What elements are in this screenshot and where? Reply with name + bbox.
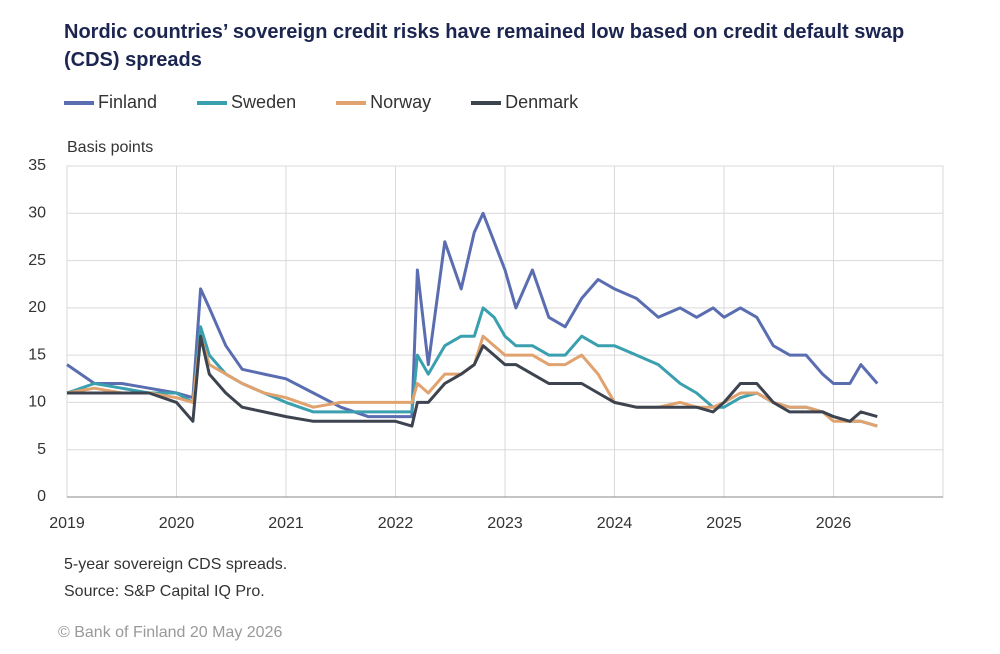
y-tick-label: 15 <box>28 346 46 363</box>
legend-item: Finland <box>64 92 157 113</box>
y-axis-label: Basis points <box>67 139 153 156</box>
legend-item: Denmark <box>471 92 578 113</box>
legend-label: Denmark <box>505 92 579 112</box>
x-tick-label: 2021 <box>268 515 304 532</box>
series-line <box>66 334 878 428</box>
y-tick-label: 10 <box>28 394 46 411</box>
legend-swatch <box>197 100 228 105</box>
x-tick-label: 2022 <box>378 515 414 532</box>
chart-title: Nordic countries’ sovereign credit risks… <box>64 21 905 71</box>
copyright: © Bank of Finland 20 May 2026 <box>58 624 283 641</box>
legend: Finland Sweden Norway Denmark <box>64 92 618 113</box>
legend-label: Finland <box>98 92 158 112</box>
source: Source: S&P Capital IQ Pro. <box>64 583 265 600</box>
legend-swatch <box>471 100 502 105</box>
x-tick-label: 2023 <box>487 515 523 532</box>
legend-item: Norway <box>336 92 431 113</box>
x-tick-label: 2025 <box>706 515 742 532</box>
y-tick-label: 20 <box>28 299 46 316</box>
series-line <box>66 211 879 419</box>
y-tick-label: 5 <box>37 441 46 458</box>
x-tick-label: 2026 <box>816 515 852 532</box>
x-tick-label: 2019 <box>49 515 85 532</box>
series-line <box>67 334 878 428</box>
x-tick-label: 2024 <box>597 515 633 532</box>
note: 5-year sovereign CDS spreads. <box>64 556 288 573</box>
y-tick-label: 30 <box>28 205 46 222</box>
x-tick-label: 2020 <box>159 515 195 532</box>
y-tick-label: 0 <box>37 488 46 505</box>
legend-label: Norway <box>370 92 432 112</box>
legend-swatch <box>336 100 367 105</box>
legend-item: Sweden <box>197 92 296 113</box>
y-tick-label: 25 <box>28 252 46 269</box>
legend-label: Sweden <box>231 92 297 112</box>
y-tick-label: 35 <box>28 157 46 174</box>
legend-swatch <box>64 100 94 105</box>
